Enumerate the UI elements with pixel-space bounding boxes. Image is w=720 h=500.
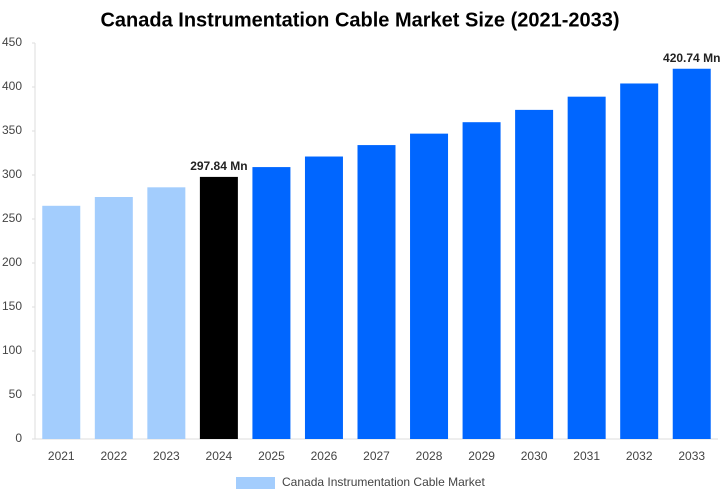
x-tick-label: 2023 — [153, 449, 180, 463]
x-tick-label: 2032 — [626, 449, 653, 463]
y-tick-label: 450 — [2, 35, 22, 49]
y-tick-label: 150 — [2, 299, 22, 313]
x-tick-label: 2030 — [521, 449, 548, 463]
legend-swatch — [236, 477, 275, 489]
x-tick-label: 2022 — [100, 449, 127, 463]
bar — [147, 187, 186, 439]
data-label: 420.74 Mn — [663, 51, 720, 65]
bar — [462, 122, 501, 439]
bar — [620, 83, 659, 439]
legend-label: Canada Instrumentation Cable Market — [282, 475, 485, 489]
y-tick-label: 0 — [15, 431, 22, 445]
bar — [672, 68, 711, 439]
data-label: 297.84 Mn — [190, 159, 247, 173]
y-tick-label: 100 — [2, 343, 22, 357]
x-tick-label: 2024 — [206, 449, 233, 463]
x-tick-label: 2029 — [468, 449, 495, 463]
y-tick-label: 350 — [2, 123, 22, 137]
y-tick-label: 300 — [2, 167, 22, 181]
x-tick-label: 2026 — [311, 449, 338, 463]
bar — [410, 133, 449, 439]
bar — [515, 109, 554, 439]
y-tick-label: 50 — [9, 387, 23, 401]
y-tick-label: 250 — [2, 211, 22, 225]
y-tick-label: 200 — [2, 255, 22, 269]
x-tick-label: 2028 — [416, 449, 443, 463]
bar — [304, 156, 343, 439]
x-tick-label: 2027 — [363, 449, 390, 463]
x-tick-label: 2021 — [48, 449, 75, 463]
bar — [94, 197, 133, 439]
x-tick-label: 2025 — [258, 449, 285, 463]
bar — [252, 167, 291, 439]
bar — [42, 205, 81, 439]
bar — [567, 96, 606, 440]
bar — [357, 145, 396, 439]
x-tick-label: 2033 — [678, 449, 705, 463]
x-tick-label: 2031 — [573, 449, 600, 463]
chart-title: Canada Instrumentation Cable Market Size… — [100, 9, 619, 31]
bar — [199, 176, 238, 439]
y-tick-label: 400 — [2, 79, 22, 93]
